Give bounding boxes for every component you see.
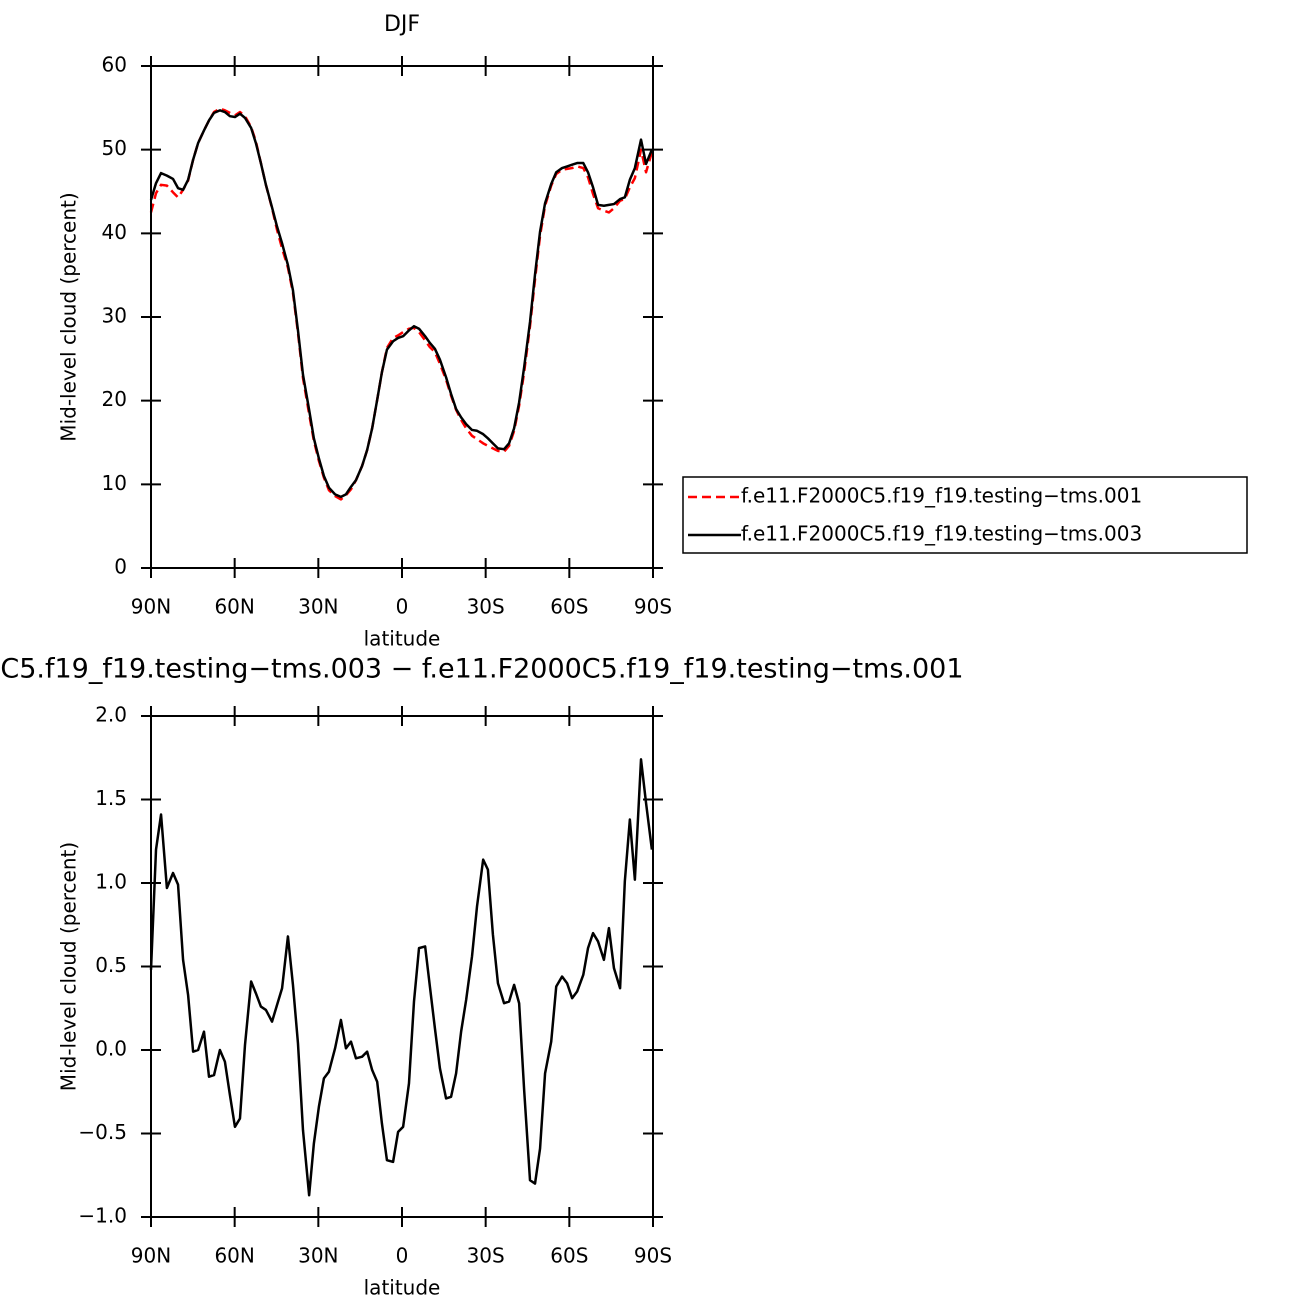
chart-title: f.e11.F2000C5.f19_f19.testing−tms.003 − …: [0, 654, 964, 685]
x-axis-label: latitude: [364, 1276, 441, 1300]
x-tick-label: 90S: [634, 595, 672, 619]
x-tick-label: 30N: [298, 1244, 338, 1268]
y-tick-label: 2.0: [95, 703, 127, 727]
y-tick-label: 0.0: [95, 1037, 127, 1061]
y-tick-label: −1.0: [78, 1204, 127, 1228]
chart-title: DJF: [384, 12, 420, 37]
y-tick-label: 1.5: [95, 786, 127, 810]
plot-frame: [150, 65, 654, 569]
x-tick-label: 30S: [467, 1244, 505, 1268]
x-axis-label: latitude: [364, 627, 441, 651]
x-tick-label: 90N: [131, 1244, 171, 1268]
y-tick-label: 60: [102, 53, 127, 77]
x-tick-label: 0: [396, 595, 409, 619]
x-tick-label: 30S: [467, 595, 505, 619]
x-tick-label: 60S: [550, 595, 588, 619]
y-tick-label: 1.0: [95, 870, 127, 894]
x-tick-label: 90N: [131, 595, 171, 619]
legend-label: f.e11.F2000C5.f19_f19.testing−tms.003: [741, 522, 1142, 546]
data-line: [149, 107, 654, 501]
y-tick-label: 0.5: [95, 953, 127, 977]
y-tick-label: −0.5: [78, 1120, 127, 1144]
x-tick-label: 90S: [634, 1244, 672, 1268]
legend-box: [682, 476, 1248, 554]
y-tick-label: 20: [102, 387, 127, 411]
y-axis-label: Mid-level cloud (percent): [57, 842, 81, 1091]
x-tick-label: 30N: [298, 595, 338, 619]
y-tick-label: 10: [102, 471, 127, 495]
x-tick-label: 60N: [214, 595, 254, 619]
data-line: [149, 758, 654, 1197]
x-tick-label: 60N: [214, 1244, 254, 1268]
y-tick-label: 50: [102, 136, 127, 160]
data-line: [149, 109, 654, 499]
plot-frame: [150, 715, 654, 1218]
y-tick-label: 40: [102, 220, 127, 244]
x-tick-label: 60S: [550, 1244, 588, 1268]
y-tick-label: 0: [114, 555, 127, 579]
legend-label: f.e11.F2000C5.f19_f19.testing−tms.001: [741, 484, 1142, 508]
x-tick-label: 0: [396, 1244, 409, 1268]
y-tick-label: 30: [102, 304, 127, 328]
y-axis-label: Mid-level cloud (percent): [57, 192, 81, 441]
